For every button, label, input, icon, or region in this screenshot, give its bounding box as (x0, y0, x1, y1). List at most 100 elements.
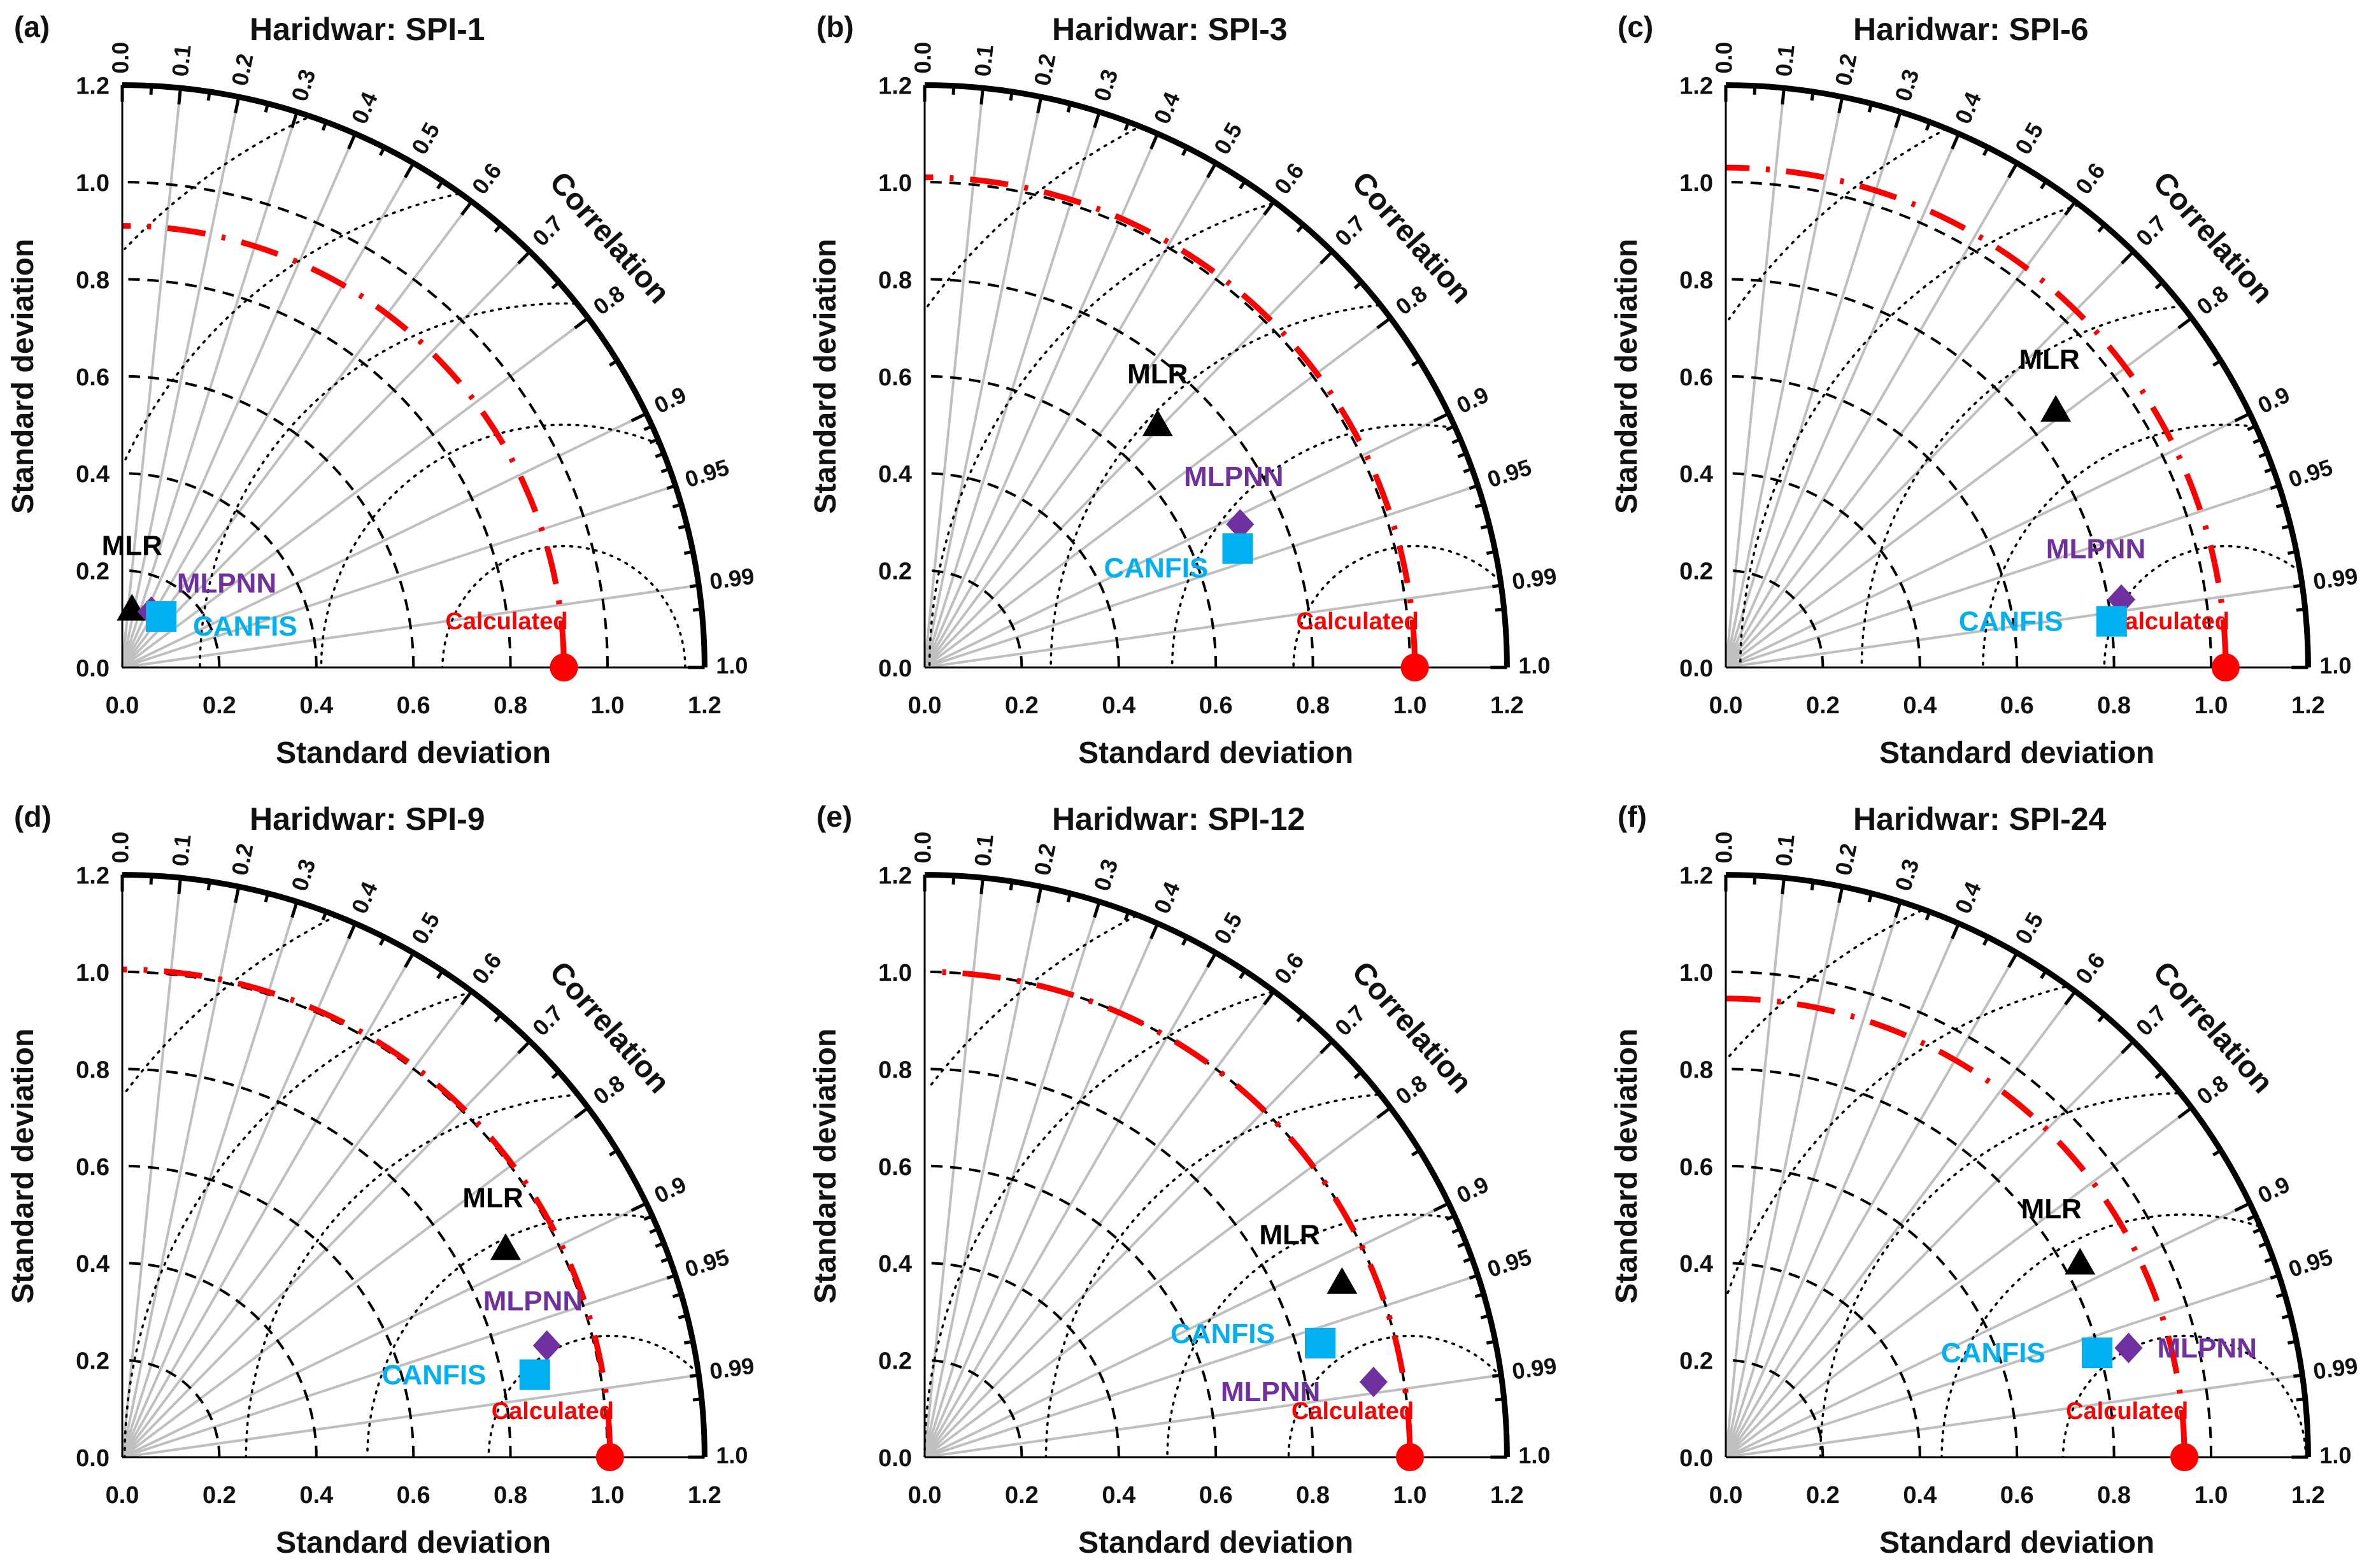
x-tick-label: 0.8 (494, 692, 527, 719)
correlation-tick-mark (979, 877, 985, 895)
correlation-tick-mark (1123, 121, 1130, 131)
mlr-triangle-marker (490, 1233, 521, 1260)
reference-std-arc (1725, 164, 2229, 658)
std-dashed-arc (924, 1262, 1120, 1458)
correlation-tick-label: 1.0 (1518, 653, 1550, 679)
panel-title: Haridwar: SPI-3 (1052, 11, 1288, 47)
correlation-tick-label: 0.0 (910, 42, 936, 74)
correlation-tick-mark (1296, 1013, 1305, 1023)
model-label-mlpnn: MLPNN (177, 567, 276, 599)
correlation-minor-tick (678, 1314, 688, 1320)
correlation-tick-label: 0.99 (1511, 562, 1558, 594)
y-tick-label: 1.0 (878, 960, 912, 987)
correlation-tick-mark (206, 91, 211, 101)
correlation-tick-mark (609, 359, 618, 367)
correlation-tick-mark (1894, 901, 1902, 918)
correlation-tick-mark (1263, 990, 1276, 1006)
correlation-tick-label: 1.0 (716, 1443, 748, 1469)
correlation-tick-mark (1982, 936, 1989, 946)
correlation-tick-mark (177, 87, 182, 105)
correlation-tick-mark (1353, 281, 1363, 290)
x-tick-label: 1.0 (1393, 1482, 1427, 1509)
correlation-tick-mark (666, 484, 676, 490)
correlation-minor-tick (2247, 1214, 2257, 1221)
std-dashed-arc (924, 181, 1411, 668)
x-tick-label: 1.0 (591, 692, 625, 719)
correlation-tick-mark (2097, 224, 2106, 233)
rmsd-dotted-arc (1819, 1092, 2179, 1458)
y-tick-label: 0.2 (1679, 1348, 1713, 1375)
correlation-minor-tick (1486, 1339, 1496, 1345)
mlpnn-diamond-marker (1226, 509, 1255, 540)
correlation-tick-mark (1181, 936, 1188, 946)
model-label-mlpnn: MLPNN (1184, 461, 1283, 492)
correlation-tick-mark (436, 180, 445, 190)
reference-label: Calculated (492, 1398, 614, 1425)
correlation-minor-tick (2264, 1257, 2274, 1264)
mlpnn-diamond-marker (532, 1330, 561, 1361)
correlation-tick-mark (347, 132, 357, 150)
correlation-minor-tick (683, 550, 694, 555)
taylor-panel-1: (a) Haridwar: SPI-1 0.0 0.1 0.2 0.3 0.4 0.5 0.6 0… (6, 10, 756, 770)
correlation-tick-mark (1781, 87, 1786, 105)
correlation-tick-mark (1469, 484, 1479, 490)
correlation-gridline (923, 886, 1042, 1458)
y-tick-label: 1.0 (76, 960, 110, 987)
correlation-tick-mark (1206, 951, 1218, 968)
correlation-minor-tick (1495, 1397, 1505, 1402)
y-tick-label: 0.2 (878, 1348, 912, 1375)
correlation-tick-mark (264, 893, 270, 902)
correlation-minor-tick (692, 1397, 702, 1402)
y-tick-label: 0.8 (76, 267, 110, 294)
x-axis-title: Standard deviation (1879, 1526, 2154, 1560)
model-label-mlr: MLR (1127, 359, 1188, 390)
correlation-minor-tick (655, 1241, 665, 1248)
correlation-tick-mark (1810, 881, 1815, 891)
correlation-tick-mark (2234, 1202, 2251, 1213)
x-axis-title: Standard deviation (1879, 736, 2154, 770)
correlation-tick-mark (2040, 969, 2048, 980)
correlation-gridline (121, 923, 357, 1458)
y-tick-label: 0.6 (1679, 364, 1713, 391)
reference-label: Calculated (2066, 1398, 2188, 1425)
correlation-tick-label: 1.0 (2319, 653, 2351, 679)
correlation-tick-mark (2270, 1274, 2280, 1280)
correlation-minor-tick (1492, 583, 1502, 588)
correlation-tick-label: 0.8 (2192, 280, 2233, 320)
correlation-tick-mark (1123, 911, 1130, 921)
correlation-tick-mark (1066, 103, 1072, 113)
correlation-gridline (1725, 484, 2280, 669)
y-tick-label: 0.6 (878, 364, 912, 391)
correlation-tick-mark (264, 103, 270, 113)
std-dashed-arc (1725, 971, 2212, 1458)
rmsd-dotted-arc (487, 1334, 699, 1458)
correlation-minor-tick (2296, 608, 2306, 612)
correlation-tick-label: 0.1 (969, 43, 999, 78)
correlation-tick-mark (149, 875, 153, 885)
x-tick-label: 1.2 (2291, 1482, 2325, 1509)
x-tick-label: 0.2 (1005, 692, 1039, 719)
correlation-minor-tick (655, 452, 665, 459)
x-tick-label: 0.0 (1709, 692, 1743, 719)
std-dashed-arc (122, 1164, 415, 1458)
y-tick-label: 1.0 (1679, 960, 1713, 987)
std-dashed-arc (924, 1164, 1218, 1458)
std-dashed-arc (122, 472, 318, 668)
correlation-tick-label: 0.2 (1830, 52, 1861, 88)
correlation-tick-mark (630, 1202, 648, 1213)
model-label-mlr: MLR (2021, 1194, 2082, 1225)
correlation-tick-mark (404, 162, 415, 178)
correlation-tick-label: 0.2 (226, 841, 258, 878)
correlation-tick-label: 0.6 (1269, 948, 1309, 989)
model-label-canfis: CANFIS (1941, 1337, 2045, 1369)
correlation-tick-mark (517, 1040, 531, 1055)
y-axis-title: Standard deviation (809, 1029, 843, 1304)
correlation-tick-mark (517, 250, 531, 265)
correlation-tick-mark (609, 1149, 618, 1157)
x-tick-label: 0.6 (1199, 1482, 1233, 1509)
correlation-gridline (1725, 886, 1844, 1458)
taylor-panel-6: (f) Haridwar: SPI-24 0.0 0.1 0.2 0.3 0.4 0.5 0.6… (1610, 800, 2359, 1560)
correlation-minor-tick (643, 424, 653, 431)
correlation-minor-tick (2264, 467, 2274, 474)
